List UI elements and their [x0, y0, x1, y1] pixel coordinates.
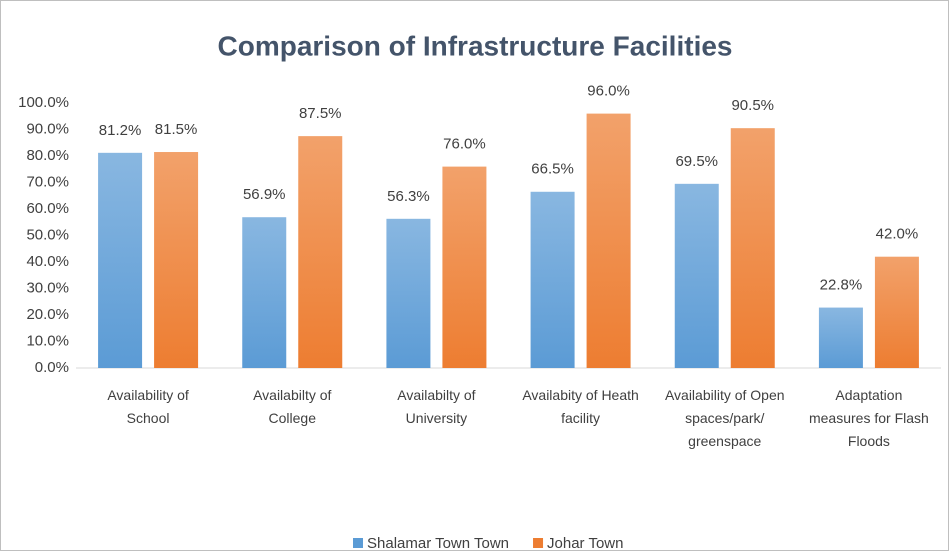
data-label: 81.5% — [155, 121, 198, 138]
data-label: 69.5% — [675, 153, 718, 170]
x-tick-label: Availabity of Heath facility — [522, 387, 639, 426]
data-label: 96.0% — [587, 83, 630, 100]
bar — [442, 166, 487, 368]
bar — [154, 152, 199, 368]
y-tick-label: 90.0% — [26, 120, 69, 137]
y-tick-label: 40.0% — [26, 253, 69, 270]
y-tick-label: 20.0% — [26, 306, 69, 323]
y-tick-label: 10.0% — [26, 332, 69, 349]
bar — [730, 128, 775, 368]
data-label: 56.9% — [243, 186, 286, 203]
data-label: 66.5% — [531, 161, 574, 178]
y-tick-label: 70.0% — [26, 173, 69, 190]
y-tick-label: 30.0% — [26, 279, 69, 296]
bar — [98, 152, 143, 368]
data-label: 90.5% — [731, 97, 774, 114]
x-tick-label: Availabilty of University — [397, 387, 476, 426]
y-tick-label: 60.0% — [26, 200, 69, 217]
y-tick-label: 80.0% — [26, 147, 69, 164]
bar — [298, 136, 343, 368]
chart-title: Comparison of Infrastructure Facilities — [218, 30, 733, 61]
bar — [874, 256, 919, 368]
x-tick-label: Availability of Open spaces/park/ greens… — [664, 387, 785, 449]
y-tick-label: 100.0% — [18, 94, 69, 111]
legend-label: Shalamar Town Town — [367, 535, 509, 550]
bar — [674, 183, 719, 368]
legend-swatch — [353, 538, 363, 548]
x-tick-label: Adaptation measures for Flash Floods — [808, 387, 929, 449]
data-label: 42.0% — [876, 226, 919, 243]
bar — [242, 217, 287, 368]
legend-label: Johar Town — [547, 535, 623, 550]
data-label: 87.5% — [299, 105, 342, 122]
legend-swatch — [533, 538, 544, 548]
x-tick-label: Availabilty of College — [253, 387, 332, 426]
y-tick-label: 50.0% — [26, 226, 69, 243]
data-label: 76.0% — [443, 136, 486, 153]
x-tick-label: Availability of School — [107, 387, 189, 426]
bar — [818, 307, 863, 368]
data-label: 56.3% — [387, 188, 430, 205]
data-label: 22.8% — [820, 277, 863, 294]
bar — [530, 191, 575, 368]
bar — [586, 113, 631, 368]
bar — [386, 218, 431, 368]
y-tick-label: 0.0% — [35, 359, 69, 376]
data-label: 81.2% — [99, 122, 142, 139]
